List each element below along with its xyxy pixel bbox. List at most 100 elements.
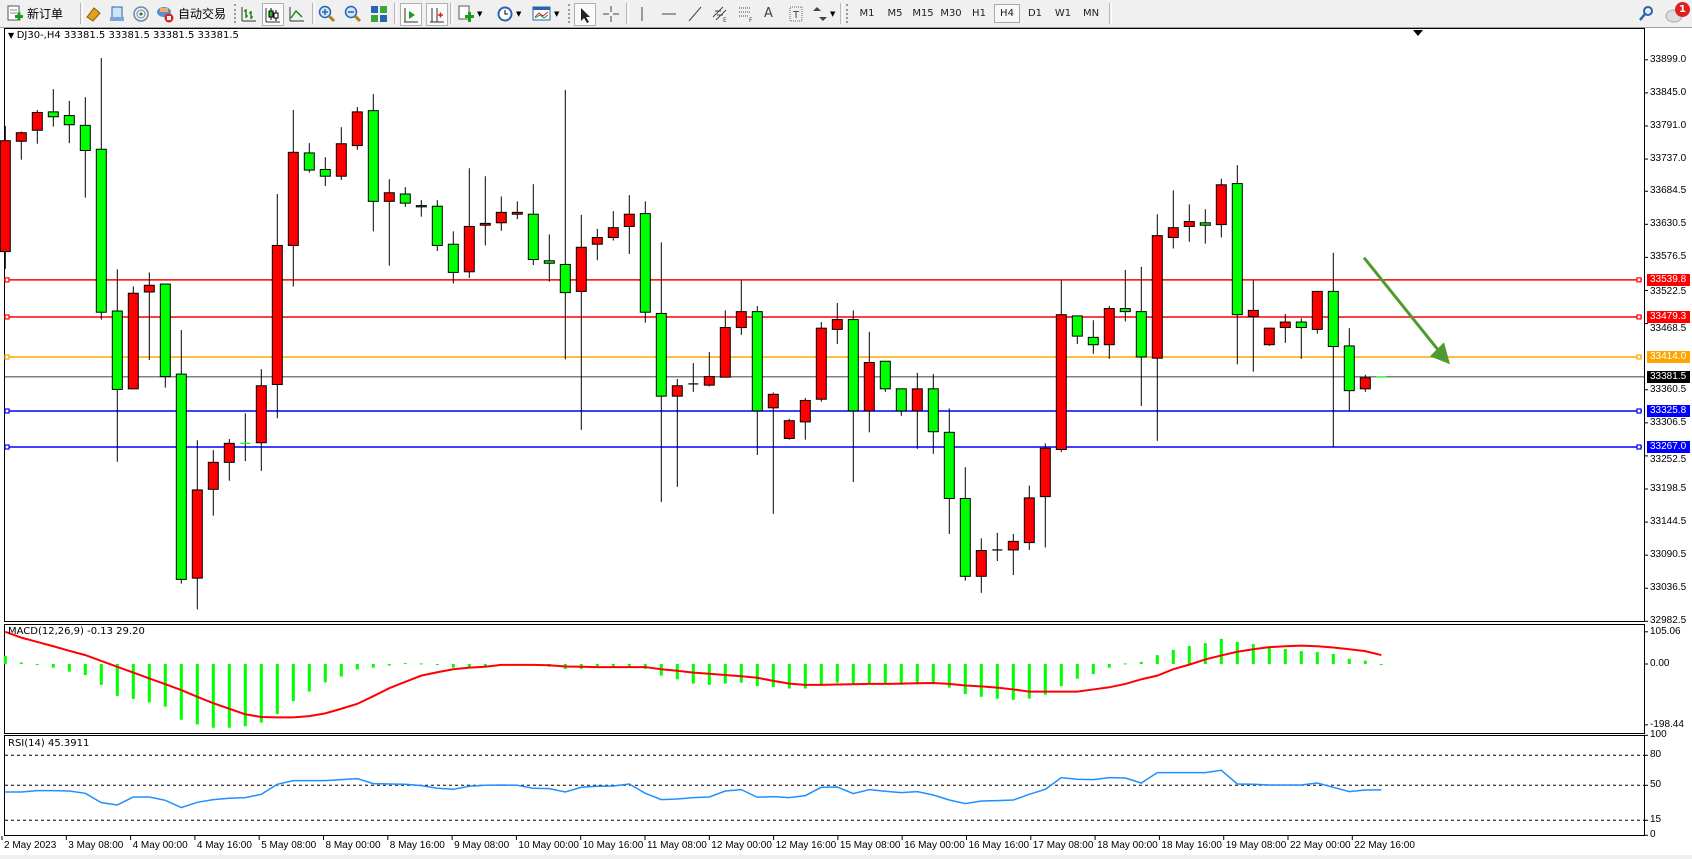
price-axis-label: 33791.0 xyxy=(1650,119,1687,131)
new-order-button[interactable]: 新订单 xyxy=(6,3,63,24)
macd-histogram-bar xyxy=(851,664,855,685)
cursor-button[interactable] xyxy=(574,3,596,26)
timeframe-d1[interactable]: D1 xyxy=(1027,8,1043,19)
bar-chart-icon xyxy=(240,5,258,23)
time-axis-label: 2 May 2023 xyxy=(4,840,57,851)
chart-shift-marker-icon[interactable] xyxy=(1413,30,1423,36)
timeframe-h4[interactable]: H4 xyxy=(994,4,1020,23)
level-anchor-handle[interactable] xyxy=(4,314,10,320)
macd-label: MACD(12,26,9) -0.13 29.20 xyxy=(8,626,145,637)
zoom-in-icon xyxy=(318,5,336,23)
level-anchor-handle[interactable] xyxy=(4,354,10,360)
macd-histogram-bar xyxy=(899,664,903,685)
notification-badge: 1 xyxy=(1675,2,1690,17)
candle-body xyxy=(1023,497,1035,544)
text-button[interactable]: A xyxy=(764,3,773,24)
svg-text:E: E xyxy=(723,17,727,23)
trend-arrow-shaft[interactable] xyxy=(1362,256,1442,354)
timeframe-m30[interactable]: M30 xyxy=(940,8,962,19)
time-axis-label: 15 May 08:00 xyxy=(839,840,901,851)
level-anchor-handle[interactable] xyxy=(1636,354,1642,360)
signals-button[interactable] xyxy=(132,3,150,24)
time-axis-label: 18 May 16:00 xyxy=(1161,840,1222,851)
toolbar: 新订单 自动交易 ▼ ▼ ▼ E F A T ▼ 1 M1 M5 M15 M30 H1 H… xyxy=(0,0,1692,28)
time-axis-label: 16 May 00:00 xyxy=(904,840,965,851)
auto-scroll-icon xyxy=(402,6,420,24)
level-anchor-handle[interactable] xyxy=(1636,314,1642,320)
chart-shift-button[interactable] xyxy=(426,3,448,26)
timeframe-m15[interactable]: M15 xyxy=(912,8,934,19)
macd-histogram-bar xyxy=(1027,664,1031,699)
timeframe-m1[interactable]: M1 xyxy=(859,8,875,19)
zoom-out-button[interactable] xyxy=(344,3,362,24)
price-axis-label: 33306.5 xyxy=(1650,417,1687,429)
macd-histogram-bar xyxy=(3,656,7,664)
fibonacci-icon: F xyxy=(737,5,755,23)
candlestick-button[interactable] xyxy=(262,3,284,26)
auto-scroll-button[interactable] xyxy=(400,3,422,26)
data-window-icon xyxy=(108,5,126,23)
market-watch-button[interactable] xyxy=(84,3,102,24)
candle-body xyxy=(415,205,427,208)
candle-body xyxy=(1343,345,1355,392)
macd-histogram-bar xyxy=(1187,645,1191,664)
level-anchor-handle[interactable] xyxy=(4,408,10,414)
search-button[interactable] xyxy=(1638,3,1654,24)
zoom-in-button[interactable] xyxy=(318,3,336,24)
chevron-down-icon[interactable]: ▼ xyxy=(477,9,483,18)
level-anchor-handle[interactable] xyxy=(1636,408,1642,414)
candle-body xyxy=(399,193,411,204)
level-anchor-handle[interactable] xyxy=(1636,277,1642,283)
trendline-button[interactable] xyxy=(686,3,704,24)
auto-trading-button[interactable]: 自动交易 xyxy=(155,3,226,24)
periods-button[interactable]: ▼ xyxy=(496,3,521,24)
candle-body xyxy=(1055,314,1067,450)
candle-body xyxy=(367,110,379,202)
macd-histogram-bar xyxy=(1075,664,1079,679)
chevron-down-icon[interactable]: ▼ xyxy=(516,9,522,18)
level-anchor-handle[interactable] xyxy=(4,444,10,450)
candle-body xyxy=(319,168,331,177)
line-chart-button[interactable] xyxy=(288,3,306,24)
crosshair-button[interactable] xyxy=(602,3,620,24)
candle-body xyxy=(207,461,219,490)
data-window-button[interactable] xyxy=(108,3,126,24)
chevron-down-icon[interactable]: ▼ xyxy=(830,9,836,18)
macd-histogram-bar xyxy=(691,664,695,684)
timeframe-h1[interactable]: H1 xyxy=(972,8,986,19)
templates-button[interactable]: ▼ xyxy=(532,3,559,24)
macd-histogram-bar xyxy=(67,664,71,672)
level-price-tag: 33479.3 xyxy=(1647,310,1690,323)
equidistant-channel-button[interactable]: E xyxy=(711,3,729,24)
rsi-line xyxy=(5,769,1382,809)
candle-body xyxy=(111,310,123,390)
timeframe-mn[interactable]: MN xyxy=(1082,8,1100,19)
chevron-down-icon[interactable]: ▼ xyxy=(554,9,560,18)
timeframe-w1[interactable]: W1 xyxy=(1054,8,1072,19)
level-anchor-handle[interactable] xyxy=(1636,444,1642,450)
text-label-button[interactable]: T xyxy=(788,3,804,24)
trend-arrow-head-icon[interactable] xyxy=(1430,342,1450,365)
arrows-button[interactable]: ▼ xyxy=(812,3,835,24)
macd-axis-label: 0.00 xyxy=(1650,658,1670,669)
tile-windows-button[interactable] xyxy=(370,3,388,24)
candle-body xyxy=(463,225,475,273)
chart-menu-triangle-icon[interactable]: ▼ xyxy=(8,31,17,40)
time-axis-label: 4 May 16:00 xyxy=(196,840,252,851)
vertical-line-button[interactable] xyxy=(636,3,648,24)
horizontal-line-button[interactable] xyxy=(660,3,678,24)
candle-body xyxy=(1231,183,1243,316)
candle-body xyxy=(543,260,555,264)
fibonacci-button[interactable]: F xyxy=(737,3,755,24)
candle-body xyxy=(1167,227,1179,238)
main-plot-frame xyxy=(4,28,1645,622)
macd-histogram-bar xyxy=(1203,643,1207,664)
bar-chart-button[interactable] xyxy=(240,3,258,24)
svg-text:T: T xyxy=(792,10,800,21)
indicators-button[interactable]: ▼ xyxy=(457,3,482,24)
level-anchor-handle[interactable] xyxy=(4,277,10,283)
macd-histogram-bar xyxy=(275,664,279,714)
timeframe-m5[interactable]: M5 xyxy=(887,8,903,19)
candle-body xyxy=(1263,327,1275,346)
